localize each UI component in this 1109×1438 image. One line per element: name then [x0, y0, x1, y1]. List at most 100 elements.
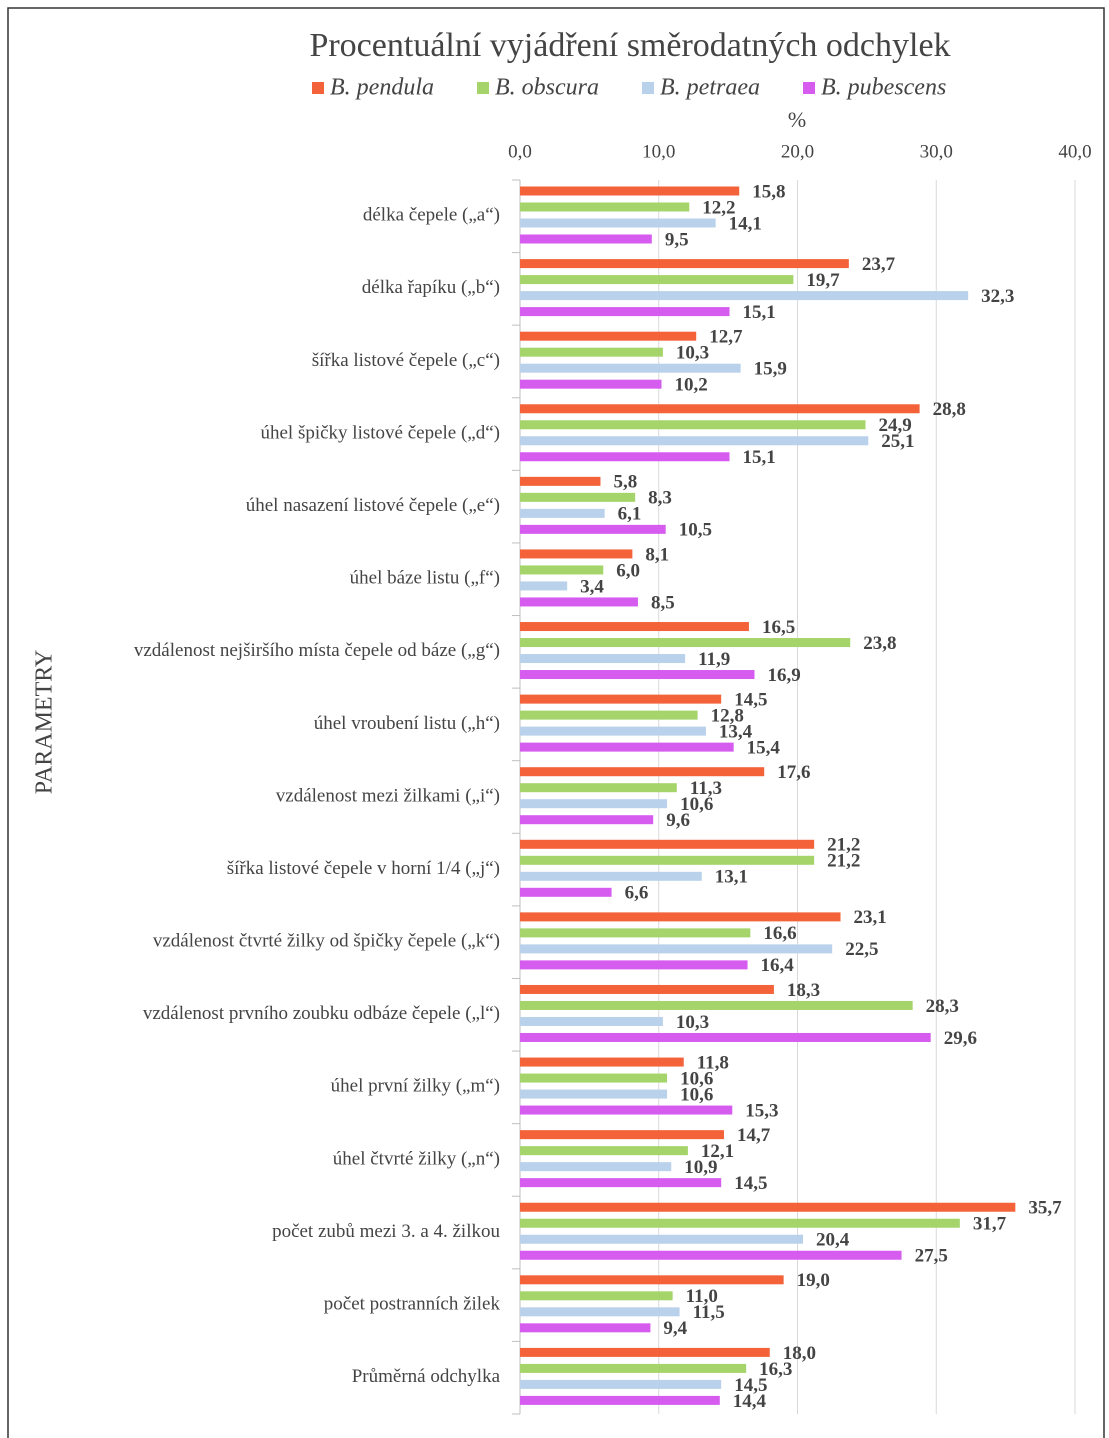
data-label: 10,3: [676, 343, 709, 364]
bar: [520, 581, 568, 591]
bar: [520, 1032, 931, 1042]
data-label: 16,4: [761, 955, 795, 976]
x-tick-label: 0,0: [508, 141, 532, 162]
bar: [520, 549, 633, 559]
bar: [520, 202, 690, 212]
data-label: 17,6: [777, 762, 810, 783]
bar: [520, 783, 677, 793]
y-tick-label: úhel nasazení listové čepele („e“): [246, 495, 500, 516]
bar: [520, 436, 869, 446]
y-tick-label: úhel první žilky („m“): [331, 1076, 500, 1097]
bar: [520, 565, 604, 575]
bar: [520, 1057, 684, 1067]
data-label: 19,7: [806, 270, 840, 291]
y-tick-label: úhel vroubení listu („h“): [314, 713, 500, 734]
bar: [520, 855, 815, 865]
data-label: 13,4: [719, 721, 753, 742]
y-tick-label: vzdálenost nejširšího místa čepele od bá…: [134, 640, 500, 661]
bar: [520, 1347, 770, 1357]
bar: [520, 307, 730, 317]
bar: [520, 928, 751, 938]
bar: [520, 234, 652, 244]
bar: [520, 1130, 724, 1140]
bar: [520, 638, 851, 648]
data-label: 9,4: [663, 1318, 687, 1339]
legend-label: B. obscura: [495, 75, 599, 101]
data-label: 3,4: [580, 576, 604, 597]
legend-swatch: [477, 82, 489, 94]
bar: [520, 726, 706, 736]
bar: [520, 1218, 960, 1228]
y-tick-label: délka řapíku („b“): [362, 277, 500, 298]
bar: [520, 452, 730, 462]
bar: [520, 1323, 651, 1333]
bar: [520, 1105, 733, 1115]
data-label: 9,5: [665, 229, 689, 250]
bar: [520, 363, 741, 373]
bar: [520, 767, 765, 777]
bar: [520, 710, 698, 720]
data-label: 12,7: [709, 327, 743, 348]
data-label: 19,0: [797, 1270, 830, 1291]
data-label: 6,1: [618, 504, 642, 525]
legend-swatch: [803, 82, 815, 94]
bar: [520, 742, 734, 752]
data-label: 16,3: [759, 1359, 792, 1380]
bar: [520, 944, 833, 954]
data-label: 24,9: [878, 415, 911, 436]
data-label: 8,5: [651, 592, 675, 613]
y-axis-label: PARAMETRY: [32, 650, 58, 795]
legend-label: B. pendula: [330, 75, 434, 101]
bar: [520, 1363, 747, 1373]
data-label: 14,4: [733, 1391, 767, 1412]
bar: [520, 1379, 722, 1389]
bar: [520, 379, 662, 389]
data-label: 10,5: [679, 520, 712, 541]
data-label: 12,2: [702, 197, 735, 218]
data-label: 14,5: [734, 1375, 767, 1396]
data-label: 5,8: [613, 472, 637, 493]
bar: [520, 1178, 722, 1188]
bar: [520, 420, 866, 430]
y-tick-label: Průměrná odchylka: [352, 1366, 501, 1387]
data-label: 18,0: [783, 1343, 816, 1364]
bar: [520, 815, 654, 825]
data-label: 10,3: [676, 1012, 709, 1033]
legend-label: B. petraea: [660, 75, 760, 101]
bar: [520, 291, 969, 301]
bar: [520, 1073, 668, 1083]
data-label: 15,3: [745, 1100, 778, 1121]
data-label: 14,7: [737, 1125, 771, 1146]
bar: [520, 508, 605, 518]
y-tick-label: šířka listové čepele („c“): [312, 350, 500, 371]
data-label: 28,3: [926, 996, 959, 1017]
data-label: 11,8: [697, 1052, 729, 1073]
bar: [520, 1146, 688, 1156]
data-label: 15,9: [754, 359, 787, 380]
data-label: 10,6: [680, 794, 713, 815]
data-label: 11,9: [698, 649, 730, 670]
data-label: 21,2: [827, 835, 860, 856]
data-label: 23,1: [854, 907, 887, 928]
data-label: 23,7: [862, 254, 896, 275]
bar: [520, 799, 668, 809]
data-label: 23,8: [863, 633, 896, 654]
data-label: 8,3: [648, 488, 672, 509]
chart-title: Procentuální vyjádření směrodatných odch…: [309, 27, 950, 64]
bar: [520, 259, 849, 269]
data-label: 20,4: [816, 1230, 850, 1251]
bar: [520, 984, 774, 994]
bar: [520, 404, 920, 414]
bar: [520, 1234, 804, 1244]
bar: [520, 1162, 672, 1172]
y-tick-label: šířka listové čepele v horní 1/4 („j“): [227, 858, 500, 879]
data-label: 16,5: [762, 617, 795, 638]
bar: [520, 524, 666, 534]
bar: [520, 1395, 720, 1405]
bar: [520, 275, 794, 285]
bar: [520, 492, 636, 502]
legend-swatch: [642, 82, 654, 94]
data-label: 12,8: [711, 705, 744, 726]
bar: [520, 1291, 673, 1301]
data-label: 11,5: [693, 1302, 725, 1323]
